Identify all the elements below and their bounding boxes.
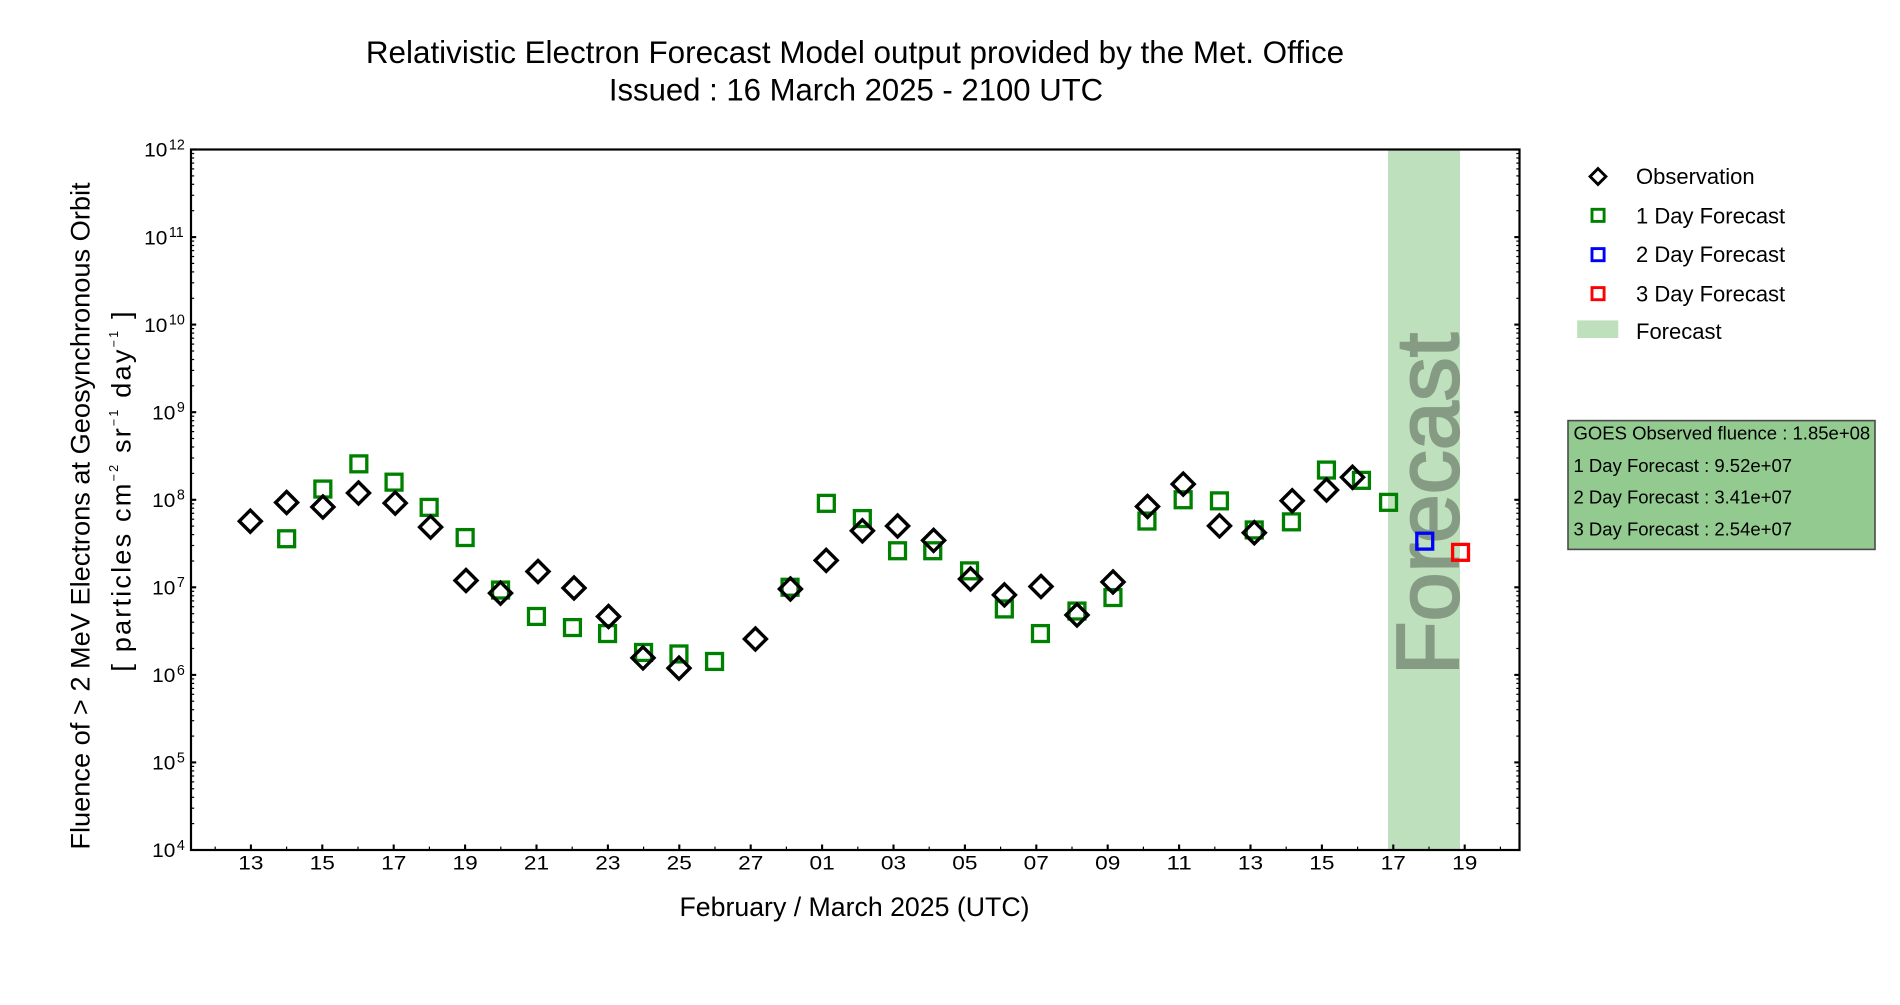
- svg-text:1 Day Forecast : 9.52e+07: 1 Day Forecast : 9.52e+07: [1574, 455, 1793, 476]
- svg-text:Forecast: Forecast: [1378, 333, 1477, 675]
- svg-text:Forecast: Forecast: [1636, 319, 1722, 344]
- svg-text:Fluence of > 2 MeV Electrons a: Fluence of > 2 MeV Electrons at Geosynch…: [65, 182, 96, 850]
- svg-text:03: 03: [881, 854, 906, 875]
- svg-text:10: 10: [152, 841, 175, 862]
- svg-text:2 Day Forecast : 3.41e+07: 2 Day Forecast : 3.41e+07: [1574, 486, 1793, 507]
- svg-text:Observation: Observation: [1636, 164, 1755, 189]
- svg-text:11: 11: [1167, 854, 1192, 875]
- svg-text:10: 10: [144, 141, 167, 162]
- svg-text:6: 6: [177, 663, 185, 679]
- svg-text:13: 13: [238, 854, 263, 875]
- svg-text:3 Day Forecast : 2.54e+07: 3 Day Forecast : 2.54e+07: [1574, 519, 1793, 540]
- svg-text:10: 10: [152, 579, 175, 600]
- svg-text:11: 11: [169, 225, 184, 241]
- svg-text:9: 9: [177, 400, 185, 416]
- svg-text:GOES Observed fluence : 1.85e+: GOES Observed fluence : 1.85e+08: [1574, 423, 1871, 444]
- svg-text:5: 5: [177, 750, 185, 766]
- svg-text:10: 10: [152, 666, 175, 687]
- svg-text:Relativistic Electron Forecast: Relativistic Electron Forecast Model out…: [366, 35, 1344, 70]
- svg-text:12: 12: [169, 137, 185, 153]
- svg-text:19: 19: [453, 854, 478, 875]
- svg-text:07: 07: [1024, 854, 1049, 875]
- svg-text:10: 10: [152, 403, 175, 424]
- svg-text:Issued : 16 March 2025 - 2100: Issued : 16 March 2025 - 2100 UTC: [609, 73, 1103, 108]
- svg-text:15: 15: [1309, 854, 1334, 875]
- svg-text:10: 10: [169, 313, 185, 329]
- svg-text:10: 10: [144, 228, 167, 249]
- svg-text:27: 27: [738, 854, 763, 875]
- svg-text:2 Day Forecast: 2 Day Forecast: [1636, 242, 1785, 267]
- svg-text:10: 10: [152, 491, 175, 512]
- svg-text:3 Day Forecast: 3 Day Forecast: [1636, 282, 1785, 307]
- svg-text:17: 17: [1381, 854, 1406, 875]
- svg-text:17: 17: [381, 854, 406, 875]
- svg-text:21: 21: [524, 854, 549, 875]
- svg-text:8: 8: [177, 488, 185, 504]
- svg-text:[ particles cm−2 sr−1 day−1 ]: [ particles cm−2 sr−1 day−1 ]: [106, 309, 137, 671]
- svg-text:7: 7: [177, 575, 185, 591]
- svg-text:February / March 2025 (UTC): February / March 2025 (UTC): [680, 892, 1030, 922]
- svg-text:10: 10: [152, 754, 175, 775]
- svg-text:01: 01: [810, 854, 835, 875]
- svg-text:05: 05: [952, 854, 977, 875]
- svg-text:15: 15: [310, 854, 335, 875]
- svg-text:09: 09: [1095, 854, 1120, 875]
- svg-text:10: 10: [144, 316, 167, 337]
- svg-text:25: 25: [667, 854, 692, 875]
- svg-text:13: 13: [1238, 854, 1263, 875]
- svg-text:23: 23: [595, 854, 620, 875]
- svg-text:4: 4: [177, 838, 185, 854]
- svg-text:19: 19: [1452, 854, 1477, 875]
- svg-text:1 Day Forecast: 1 Day Forecast: [1636, 203, 1785, 228]
